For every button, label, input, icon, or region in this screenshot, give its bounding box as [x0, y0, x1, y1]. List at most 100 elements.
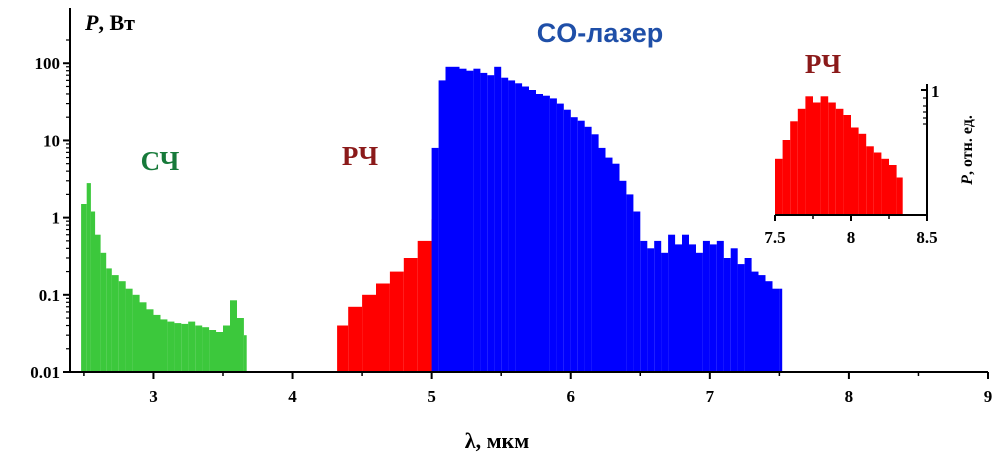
bar-sch-12 — [153, 314, 161, 372]
inset-y-axis-label: P, отн. ед. — [959, 115, 976, 186]
bar-co-44 — [737, 264, 745, 372]
series-label-rch: РЧ — [342, 141, 378, 171]
inset-ticks: 7.5 8 8.5 1 — [764, 82, 939, 247]
bar-co-16 — [542, 95, 550, 372]
inset-bar-8 — [835, 108, 844, 216]
bar-co-20 — [570, 117, 578, 372]
bar-co-3 — [452, 66, 460, 373]
x-tick-label-6: 6 — [566, 387, 575, 406]
bar-co-28 — [626, 194, 634, 372]
bar-co-30 — [640, 240, 648, 372]
x-axis-label: λ, мкм — [465, 428, 529, 453]
series-label-sch: СЧ — [141, 146, 180, 176]
bar-sch-23 — [230, 300, 237, 372]
inset-bar-0 — [775, 158, 783, 216]
bar-co-38 — [695, 252, 703, 372]
bar-co-2 — [445, 66, 453, 373]
bar-co-1 — [438, 80, 446, 373]
inset-y-axis-symbol: P — [959, 175, 976, 186]
inset-bar-5 — [813, 102, 821, 215]
inset-bar-14 — [881, 158, 889, 216]
bar-co-22 — [584, 126, 592, 372]
bar-sch-25 — [243, 335, 247, 372]
bar-sch-19 — [202, 327, 210, 372]
bar-sch-0 — [81, 204, 87, 372]
bar-co-13 — [522, 86, 529, 372]
bar-co-40 — [709, 244, 717, 372]
x-tick-label-8: 8 — [845, 387, 854, 406]
inset-bar-9 — [843, 115, 851, 215]
bar-co-27 — [619, 180, 627, 372]
main-ticks: 3 4 5 6 7 8 9 0.01 0.1 1 10 100 — [30, 39, 993, 406]
bar-sch-1 — [86, 183, 91, 372]
bar-co-48 — [765, 281, 773, 372]
y-axis-symbol: P — [84, 10, 99, 35]
bar-co-33 — [661, 252, 669, 372]
bar-co-12 — [515, 83, 523, 373]
series-label-co-laser: CO-лазер — [537, 18, 664, 48]
y-tick-label-1: 1 — [52, 209, 61, 228]
bar-co-39 — [702, 240, 710, 372]
bar-co-10 — [501, 77, 509, 372]
x-tick-label-5: 5 — [427, 387, 436, 406]
bar-co-50 — [779, 288, 783, 372]
bar-co-24 — [598, 147, 606, 372]
bar-co-32 — [654, 240, 662, 372]
inset-y-axis-unit: , отн. ед. — [959, 115, 976, 175]
bar-sch-11 — [146, 309, 154, 372]
bar-co-47 — [758, 275, 766, 372]
bar-sch-17 — [188, 321, 196, 372]
bar-sch-22 — [223, 325, 230, 372]
bar-co-14 — [529, 90, 536, 372]
bar-rch-5 — [403, 258, 418, 372]
bar-co-36 — [682, 234, 689, 372]
bar-rch-2 — [362, 294, 376, 372]
inset-bar-11 — [858, 133, 867, 216]
bar-sch-18 — [195, 325, 203, 372]
inset-bar-10 — [851, 127, 859, 215]
bar-sch-24 — [236, 318, 244, 372]
bar-sch-4 — [100, 252, 107, 372]
bar-co-5 — [466, 70, 474, 372]
inset-x-tick-label-8.5: 8.5 — [916, 228, 937, 247]
bar-co-0 — [431, 147, 439, 372]
inset-bar-6 — [820, 96, 829, 216]
y-tick-label-10: 10 — [43, 131, 60, 150]
bar-sch-15 — [174, 323, 182, 372]
bar-rch-1 — [348, 306, 363, 372]
inset-bar-15 — [889, 165, 897, 215]
bar-co-23 — [591, 134, 599, 372]
bar-co-45 — [744, 258, 752, 372]
inset-bar-16 — [896, 177, 903, 215]
bar-sch-7 — [118, 281, 126, 372]
inset-bar-4 — [805, 96, 813, 216]
bar-co-17 — [549, 98, 557, 373]
bar-rch-6 — [417, 240, 432, 372]
bar-sch-9 — [132, 294, 140, 372]
bar-co-21 — [577, 120, 585, 372]
x-tick-label-4: 4 — [288, 387, 297, 406]
bar-co-11 — [508, 80, 516, 373]
bar-sch-6 — [111, 275, 119, 372]
inset-series-label-rch: РЧ — [805, 49, 841, 79]
x-tick-label-9: 9 — [984, 387, 993, 406]
bar-co-6 — [473, 68, 481, 372]
bar-co-42 — [723, 258, 731, 372]
bar-co-43 — [730, 248, 738, 372]
bar-co-7 — [480, 72, 488, 373]
bar-sch-16 — [181, 323, 189, 372]
bar-sch-8 — [125, 288, 133, 372]
bar-co-29 — [633, 211, 641, 372]
bar-co-18 — [556, 103, 564, 372]
bar-sch-10 — [139, 302, 147, 372]
bar-sch-21 — [216, 332, 223, 372]
bar-sch-5 — [106, 268, 112, 372]
bar-co-26 — [612, 163, 620, 372]
x-tick-label-7: 7 — [706, 387, 715, 406]
y-tick-label-0.1: 0.1 — [39, 286, 60, 305]
bar-co-15 — [536, 94, 543, 372]
inset-bars — [775, 96, 903, 216]
bar-co-49 — [772, 288, 780, 372]
inset-y-tick-label: 1 — [931, 82, 940, 101]
